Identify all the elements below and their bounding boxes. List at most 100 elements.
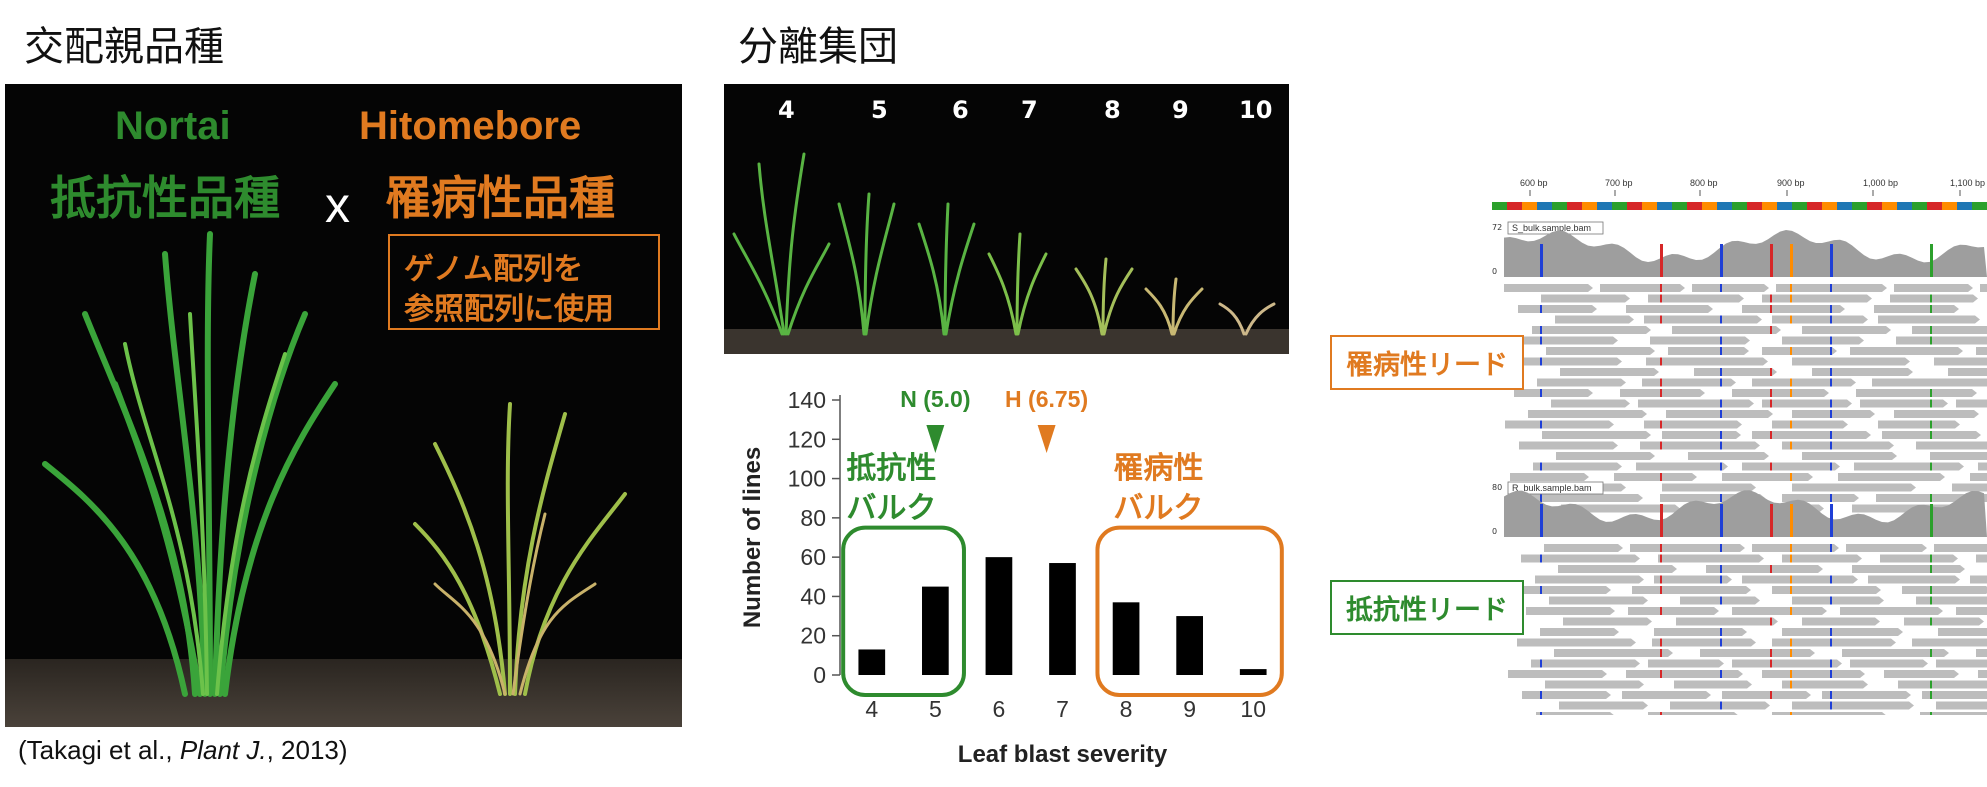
aligned-read — [1522, 691, 1611, 699]
aligned-read — [1846, 544, 1927, 552]
read-mismatch — [1660, 575, 1662, 584]
reference-base — [1906, 202, 1909, 210]
read-mismatch — [1660, 670, 1662, 678]
aligned-read — [1535, 575, 1644, 584]
read-mismatch — [1790, 420, 1792, 429]
aligned-read — [1934, 544, 1987, 552]
aligned-read — [1838, 473, 1945, 481]
reference-base — [1594, 202, 1597, 210]
reference-base — [1888, 202, 1891, 210]
read-mismatch — [1830, 431, 1832, 439]
aligned-read — [1546, 347, 1655, 355]
aligned-read — [1536, 712, 1614, 715]
reference-base — [1537, 202, 1540, 210]
reference-base — [1759, 202, 1762, 210]
read-mismatch — [1660, 473, 1662, 481]
read-mismatch — [1660, 544, 1662, 552]
aligned-read — [1772, 315, 1868, 324]
aligned-read — [1514, 389, 1593, 397]
read-mismatch — [1830, 399, 1832, 408]
read-mismatch — [1830, 670, 1832, 678]
aligned-read — [1658, 554, 1764, 563]
reference-base — [1678, 202, 1681, 210]
reference-base — [1921, 202, 1924, 210]
citation: (Takagi et al., Plant J., 2013) — [18, 735, 348, 766]
aligned-read — [1860, 399, 1948, 408]
resistant-bulk-line2: バルク — [846, 491, 936, 526]
bar-8 — [1112, 602, 1140, 675]
read-mismatch — [1660, 649, 1662, 657]
reference-base — [1708, 202, 1711, 210]
reference-base — [1555, 202, 1558, 210]
aligned-read — [1894, 284, 1973, 292]
reference-base — [1840, 202, 1843, 210]
reference-base — [1819, 202, 1822, 210]
aligned-read — [1650, 336, 1750, 345]
aligned-read — [1662, 431, 1741, 439]
read-mismatch — [1830, 410, 1832, 418]
read-mismatch — [1720, 441, 1722, 450]
reference-base — [1789, 202, 1792, 210]
reference-base — [1633, 202, 1636, 210]
reference-base — [1867, 202, 1870, 210]
x-axis-label: Leaf blast severity — [958, 741, 1168, 768]
reference-base — [1963, 202, 1966, 210]
aligned-read — [1802, 617, 1880, 626]
igv-panel: 600 bp 700 bp 800 bp 900 bp 1,000 bp 1,100 bp… — [1490, 170, 1987, 715]
read-mismatch — [1930, 691, 1932, 699]
aligned-read — [1508, 670, 1607, 678]
aligned-read — [1782, 554, 1862, 563]
aligned-read — [1524, 494, 1643, 502]
aligned-read — [1692, 284, 1769, 292]
reference-base — [1648, 202, 1651, 210]
read-mismatch — [1790, 389, 1792, 397]
reference-note-line1: ゲノム配列を — [404, 252, 584, 287]
read-mismatch — [1770, 431, 1772, 439]
read-mismatch — [1930, 554, 1932, 563]
aligned-read — [1531, 659, 1640, 668]
reference-base — [1510, 202, 1513, 210]
aligned-read — [1782, 494, 1859, 502]
read-mismatch — [1790, 441, 1792, 450]
photo-number-4: 4 — [778, 96, 795, 124]
reference-base — [1669, 202, 1672, 210]
reference-base — [1834, 202, 1837, 210]
aligned-read — [1936, 701, 1987, 710]
read-mismatch — [1930, 649, 1932, 657]
reference-base — [1750, 202, 1753, 210]
photo-number-6: 6 — [952, 96, 969, 124]
reference-base — [1693, 202, 1696, 210]
read-mismatch — [1770, 305, 1772, 313]
reference-base — [1864, 202, 1867, 210]
read-mismatch — [1720, 431, 1722, 439]
aligned-read — [1732, 659, 1842, 668]
aligned-read — [1752, 378, 1856, 387]
marker-n-label: N (5.0) — [900, 386, 970, 412]
coverage-snp — [1930, 504, 1933, 537]
aligned-read — [1902, 586, 1987, 594]
reference-base — [1546, 202, 1549, 210]
read-mismatch — [1660, 420, 1662, 429]
reference-base — [1711, 202, 1714, 210]
reference-base — [1795, 202, 1798, 210]
reference-base — [1876, 202, 1879, 210]
reference-base — [1738, 202, 1741, 210]
read-mismatch — [1720, 575, 1722, 584]
aligned-read — [1782, 628, 1903, 636]
track-name: R_bulk.sample.bam — [1512, 483, 1592, 493]
reference-base — [1894, 202, 1897, 210]
aligned-read — [1668, 347, 1749, 355]
read-mismatch — [1660, 284, 1662, 292]
aligned-read — [1874, 305, 1959, 313]
reference-base — [1684, 202, 1687, 210]
read-mismatch — [1790, 586, 1792, 594]
reference-base — [1762, 202, 1765, 210]
aligned-read — [1762, 347, 1837, 355]
reference-base — [1786, 202, 1789, 210]
reference-base — [1822, 202, 1825, 210]
reference-base — [1771, 202, 1774, 210]
read-mismatch — [1830, 305, 1832, 313]
read-mismatch — [1720, 670, 1722, 678]
reference-base — [1603, 202, 1606, 210]
reference-base — [1900, 202, 1903, 210]
